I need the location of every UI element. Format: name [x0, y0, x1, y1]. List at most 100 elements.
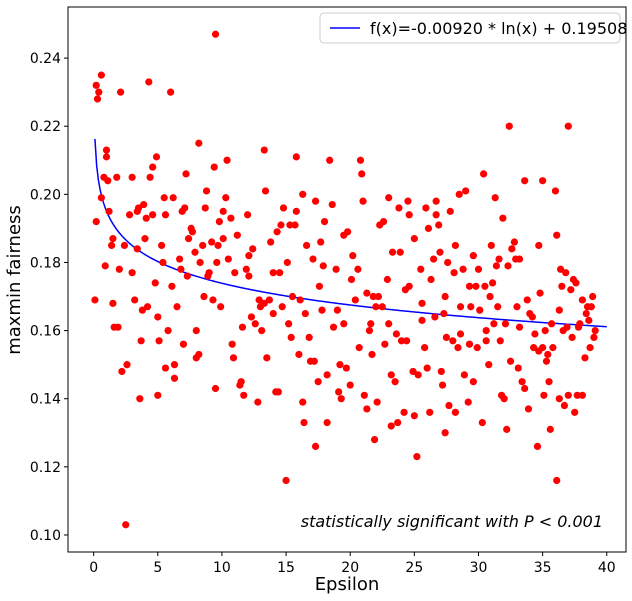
data-point — [151, 279, 159, 287]
data-point — [360, 391, 368, 399]
data-point — [260, 299, 268, 307]
data-point — [513, 303, 521, 311]
data-point — [571, 408, 579, 416]
data-point — [506, 357, 515, 365]
significance-annotation: statistically significant with P < 0.001 — [301, 512, 603, 531]
data-point — [555, 306, 563, 314]
data-point — [258, 326, 266, 335]
data-point — [273, 228, 281, 236]
data-point — [539, 344, 547, 352]
data-point — [168, 282, 176, 290]
data-point — [521, 384, 529, 393]
data-point — [369, 292, 377, 301]
data-point — [183, 272, 191, 280]
data-point — [267, 238, 275, 246]
data-point — [568, 333, 576, 342]
y-axis-ticks: 0.10 0.12 0.14 0.16 0.18 0.20 0.22 0.24 — [30, 51, 68, 544]
data-point — [533, 442, 542, 451]
data-point — [128, 173, 136, 181]
data-point — [114, 323, 122, 331]
data-point — [370, 435, 379, 444]
data-point — [274, 388, 282, 396]
data-point — [531, 330, 539, 338]
data-point — [413, 453, 421, 461]
y-tick-label: 0.18 — [30, 255, 61, 271]
data-point — [320, 217, 329, 226]
x-tick-label: 15 — [277, 560, 295, 576]
x-tick-label: 30 — [470, 560, 488, 576]
data-point — [485, 361, 493, 369]
data-point — [381, 340, 389, 348]
data-point — [383, 275, 392, 284]
data-point — [358, 170, 366, 178]
data-point — [211, 30, 220, 38]
data-point — [283, 258, 291, 267]
y-tick-label: 0.22 — [30, 119, 61, 135]
data-point — [450, 269, 458, 277]
data-point — [576, 320, 584, 328]
data-point — [437, 367, 445, 376]
data-point — [277, 221, 285, 229]
data-point — [164, 326, 172, 335]
y-axis-label: maxmin fairness — [4, 205, 25, 355]
data-point — [344, 228, 352, 236]
data-point — [391, 378, 399, 386]
data-point — [251, 320, 259, 328]
data-point — [101, 262, 109, 270]
data-point — [131, 296, 139, 304]
data-point — [368, 350, 376, 359]
legend-box — [319, 12, 621, 44]
data-point — [191, 248, 199, 256]
data-point — [333, 306, 341, 314]
data-point — [282, 476, 290, 485]
data-point — [123, 361, 131, 369]
data-point — [113, 173, 121, 181]
data-point — [422, 204, 430, 212]
data-point — [91, 296, 99, 304]
y-tick-label: 0.14 — [30, 392, 61, 408]
data-point — [553, 476, 561, 485]
data-point — [530, 344, 538, 352]
data-point — [581, 354, 589, 362]
data-point — [435, 221, 443, 229]
data-point — [95, 88, 103, 96]
x-tick-label: 10 — [213, 560, 231, 576]
data-point — [440, 309, 448, 318]
data-point — [155, 337, 163, 345]
data-point — [424, 224, 433, 233]
data-point — [102, 153, 111, 161]
data-point — [472, 282, 480, 290]
data-point — [449, 337, 457, 345]
data-point — [469, 378, 477, 386]
data-point — [562, 269, 570, 277]
data-point — [115, 265, 123, 273]
data-point — [222, 194, 230, 202]
data-point — [546, 425, 554, 433]
data-point — [460, 371, 468, 379]
data-point — [181, 204, 189, 212]
data-point — [213, 258, 221, 267]
data-point — [567, 286, 575, 294]
data-point — [462, 187, 470, 195]
data-point — [515, 323, 524, 331]
data-point — [456, 303, 465, 311]
data-point — [170, 374, 179, 382]
data-point — [167, 88, 175, 96]
data-point — [441, 429, 449, 437]
data-point — [205, 269, 213, 277]
data-point — [179, 340, 188, 348]
data-point — [540, 391, 548, 399]
x-tick-label: 20 — [341, 560, 359, 576]
data-point — [436, 248, 444, 256]
annotation-box: statistically significant with P < 0.001 — [301, 506, 607, 536]
data-point — [249, 245, 257, 253]
data-point — [202, 187, 211, 195]
data-point — [260, 146, 268, 154]
data-point — [229, 354, 238, 362]
data-point — [188, 228, 197, 236]
data-point — [378, 303, 386, 311]
legend-fit-label: f(x)=-0.00920 * ln(x) + 0.19508 — [370, 19, 627, 38]
data-point — [518, 378, 526, 386]
data-point — [104, 177, 112, 185]
data-point — [528, 313, 536, 321]
